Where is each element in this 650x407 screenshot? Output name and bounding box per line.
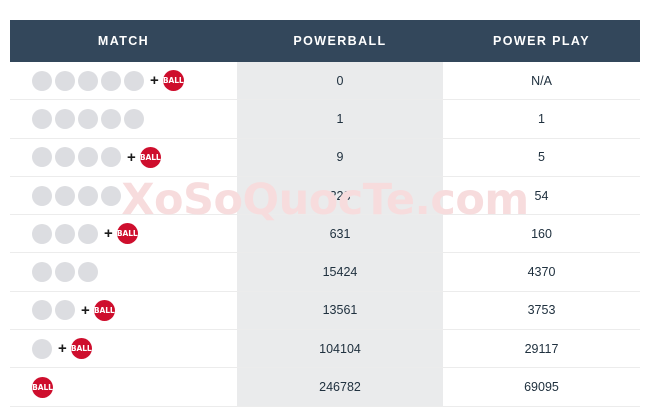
cell-power-play-winners: 5 — [538, 150, 545, 165]
cell-match: + BALL — [10, 292, 237, 329]
table-row: + BALL 104104 29117 — [10, 330, 640, 369]
white-ball-icon — [78, 262, 98, 283]
cell-power-play-winners: 4370 — [527, 265, 556, 280]
cell-match: + BALL — [10, 62, 237, 99]
ball-group — [32, 108, 147, 129]
white-ball-icon — [78, 70, 98, 91]
white-ball-icon — [78, 185, 98, 206]
white-ball-icon — [32, 108, 52, 129]
plus-icon: + — [81, 301, 90, 319]
cell-match — [10, 100, 237, 137]
power-ball-icon: BALL — [70, 338, 92, 360]
power-ball-icon: BALL — [139, 146, 161, 168]
ball-group — [32, 185, 124, 206]
cell-powerball-winners: 246782 — [237, 368, 443, 406]
white-ball-icon — [32, 223, 52, 244]
cell-powerball-winners: 631 — [237, 215, 443, 253]
white-ball-icon — [55, 70, 75, 91]
ball-group: + BALL — [32, 338, 92, 360]
cell-power-play-winners: 54 — [534, 188, 549, 203]
ball-group: + BALL — [32, 299, 115, 321]
plus-icon: + — [104, 225, 113, 243]
cell-power-play-winners: 69095 — [524, 380, 559, 395]
ball-group: + BALL — [32, 70, 184, 92]
cell-power-play-winners: 29117 — [524, 341, 559, 356]
cell-match: BALL — [10, 368, 237, 405]
table-row: 15424 4370 — [10, 253, 640, 292]
table-row: + BALL 13561 3753 — [10, 291, 640, 331]
cell-powerball-winners: 1 — [237, 100, 443, 138]
table-row: + BALL 9 5 — [10, 138, 640, 177]
power-ball-icon: BALL — [162, 70, 184, 92]
white-ball-icon — [32, 147, 52, 168]
cell-powerball-winners: 104104 — [237, 330, 443, 368]
table-header-row: MATCH POWERBALL POWER PLAY — [10, 20, 640, 62]
white-ball-icon — [32, 338, 52, 359]
table-row: BALL 246782 69095 — [10, 368, 640, 407]
cell-powerball-winners: 15424 — [237, 253, 443, 291]
table-row: + BALL 631 160 — [10, 215, 640, 254]
ball-group — [32, 262, 101, 283]
column-header-match: MATCH — [97, 34, 150, 48]
white-ball-icon — [101, 108, 121, 129]
ball-group: BALL — [32, 376, 53, 398]
cell-powerball-winners: 0 — [237, 62, 443, 100]
cell-match — [10, 253, 237, 290]
cell-match — [10, 177, 237, 214]
ball-group: + BALL — [32, 146, 161, 168]
white-ball-icon — [32, 300, 52, 321]
plus-icon: + — [127, 148, 136, 166]
cell-powerball-winners: 13561 — [237, 291, 443, 330]
cell-power-play-winners: 1 — [538, 111, 545, 126]
white-ball-icon — [55, 147, 75, 168]
cell-match: + BALL — [10, 139, 237, 176]
table-row: + BALL 0 N/A — [10, 62, 640, 101]
white-ball-icon — [78, 108, 98, 129]
white-ball-icon — [101, 70, 121, 91]
cell-powerball-winners: 9 — [237, 138, 443, 176]
white-ball-icon — [101, 185, 121, 206]
white-ball-icon — [55, 108, 75, 129]
cell-match: + BALL — [10, 215, 237, 252]
table-body: + BALL 0 N/A 1 1 + BALL 9 5 223 54 + BALL 631 160 15424 4… — [10, 62, 640, 407]
white-ball-icon — [55, 223, 75, 244]
prize-breakdown-table: MATCH POWERBALL POWER PLAY + BALL 0 N/A 1 1 + B… — [10, 20, 640, 407]
white-ball-icon — [78, 147, 98, 168]
white-ball-icon — [32, 185, 52, 206]
plus-icon: + — [150, 72, 159, 90]
white-ball-icon — [55, 262, 75, 283]
white-ball-icon — [101, 147, 121, 168]
power-ball-icon: BALL — [93, 299, 115, 321]
column-header-power-play: POWER PLAY — [493, 34, 590, 48]
white-ball-icon — [124, 108, 144, 129]
power-ball-icon: BALL — [116, 223, 138, 245]
cell-power-play-winners: 3753 — [527, 303, 556, 318]
plus-icon: + — [58, 340, 67, 358]
cell-power-play-winners: 160 — [531, 226, 552, 241]
cell-powerball-winners: 223 — [237, 176, 443, 215]
white-ball-icon — [32, 262, 52, 283]
cell-match: + BALL — [10, 330, 237, 367]
white-ball-icon — [78, 223, 98, 244]
cell-power-play-winners: N/A — [531, 73, 552, 88]
table-row: 223 54 — [10, 176, 640, 216]
power-ball-icon: BALL — [32, 376, 53, 398]
ball-group: + BALL — [32, 223, 138, 245]
white-ball-icon — [55, 185, 75, 206]
column-header-powerball: POWERBALL — [293, 34, 387, 48]
white-ball-icon — [124, 70, 144, 91]
white-ball-icon — [55, 300, 75, 321]
white-ball-icon — [32, 70, 52, 91]
